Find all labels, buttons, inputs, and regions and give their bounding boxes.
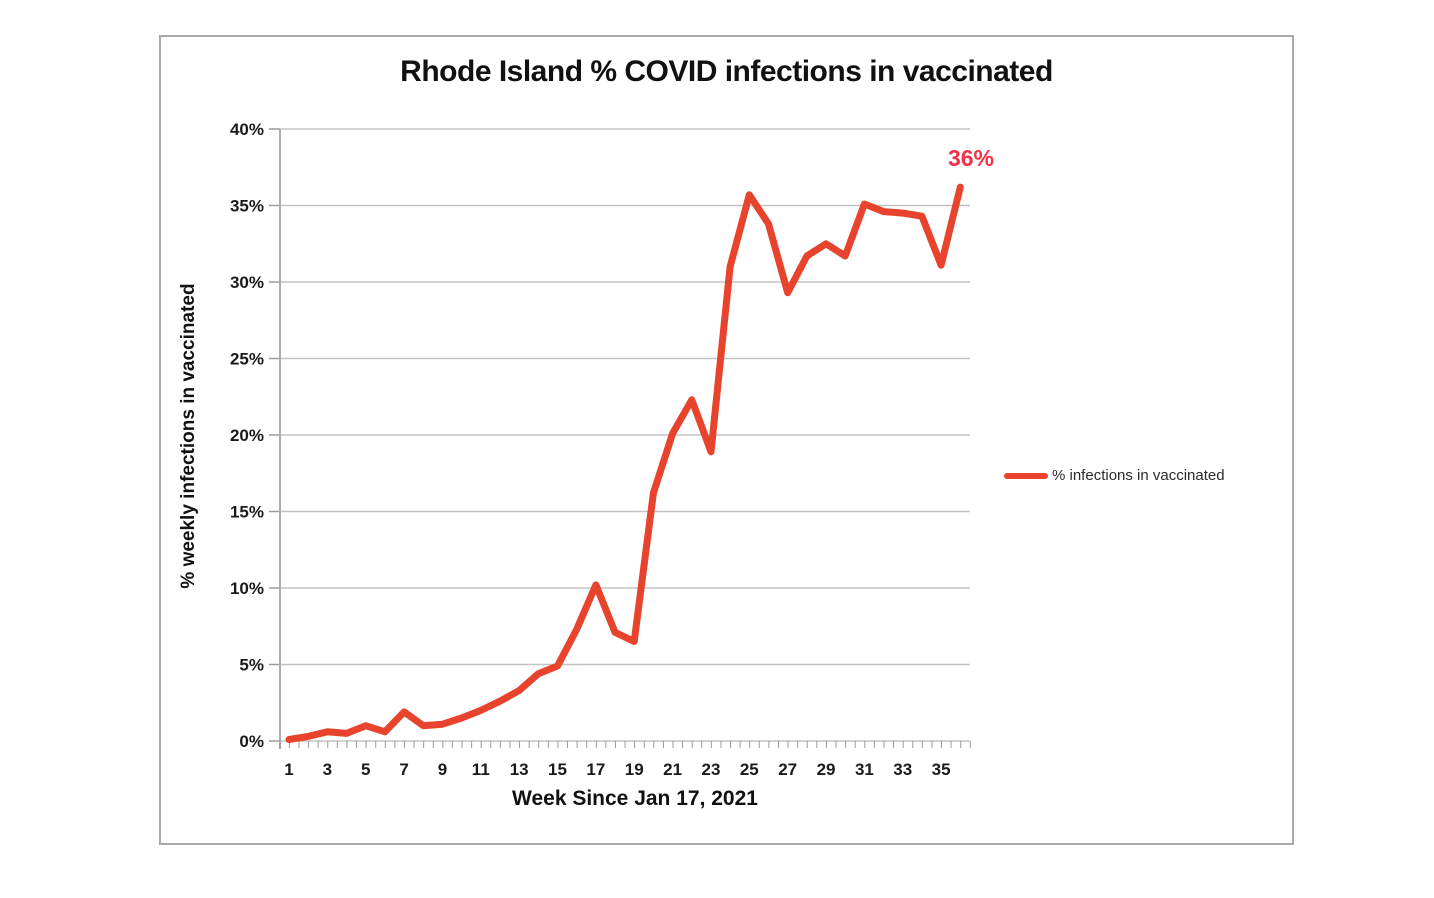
y-tick-label: 0%	[239, 732, 264, 751]
x-tick-label: 7	[399, 760, 408, 779]
x-tick-label: 35	[932, 760, 951, 779]
y-tick-label: 35%	[230, 197, 264, 216]
plot-area: 0%5%10%15%20%25%30%35%40%1 3 5 7 9 11 13 15 17 19…	[230, 120, 971, 779]
series-line	[285, 183, 964, 743]
x-tick-label: 15	[548, 760, 567, 779]
x-tick-label: 5	[361, 760, 370, 779]
x-tick-label: 11	[472, 760, 490, 779]
legend: % infections in vaccinated	[1004, 467, 1225, 484]
y-axis-title: % weekly infections in vaccinated	[178, 283, 199, 589]
x-tick-label: 19	[625, 760, 644, 779]
y-tick-label: 25%	[230, 350, 264, 369]
x-tick-label: 33	[893, 760, 912, 779]
y-tick-label: 10%	[230, 579, 264, 598]
y-tick-label: 15%	[230, 503, 264, 522]
x-axis-title: Week Since Jan 17, 2021	[512, 787, 758, 810]
x-tick-label: 23	[701, 760, 720, 779]
chart-panel: 0% 5% 10% 15% 20% 25% 30% 35% 40% 1 3 5 7 9 11 13 15 17 19…	[159, 35, 1294, 845]
x-tick-label: 13	[510, 760, 529, 779]
x-tick-label: 29	[817, 760, 836, 779]
y-tick-label: 20%	[230, 426, 264, 445]
x-tick-label: 9	[438, 760, 447, 779]
y-tick-label: 30%	[230, 273, 264, 292]
x-tick-label: 1	[284, 760, 293, 779]
x-tick-label: 31	[855, 760, 874, 779]
y-tick-label: 5%	[239, 656, 264, 675]
x-tick-label: 21	[663, 760, 682, 779]
last-point-value-label: 36%	[947, 145, 995, 171]
x-tick-label: 25	[740, 760, 759, 779]
legend-line-swatch-icon	[1004, 472, 1048, 479]
x-tick-label: 17	[586, 760, 605, 779]
x-tick-label: 3	[323, 760, 332, 779]
x-tick-label: 27	[778, 760, 797, 779]
legend-label: % infections in vaccinated	[1052, 467, 1225, 484]
y-tick-label: 40%	[230, 120, 264, 139]
chart-title: Rhode Island % COVID infections in vacci…	[400, 55, 1053, 88]
